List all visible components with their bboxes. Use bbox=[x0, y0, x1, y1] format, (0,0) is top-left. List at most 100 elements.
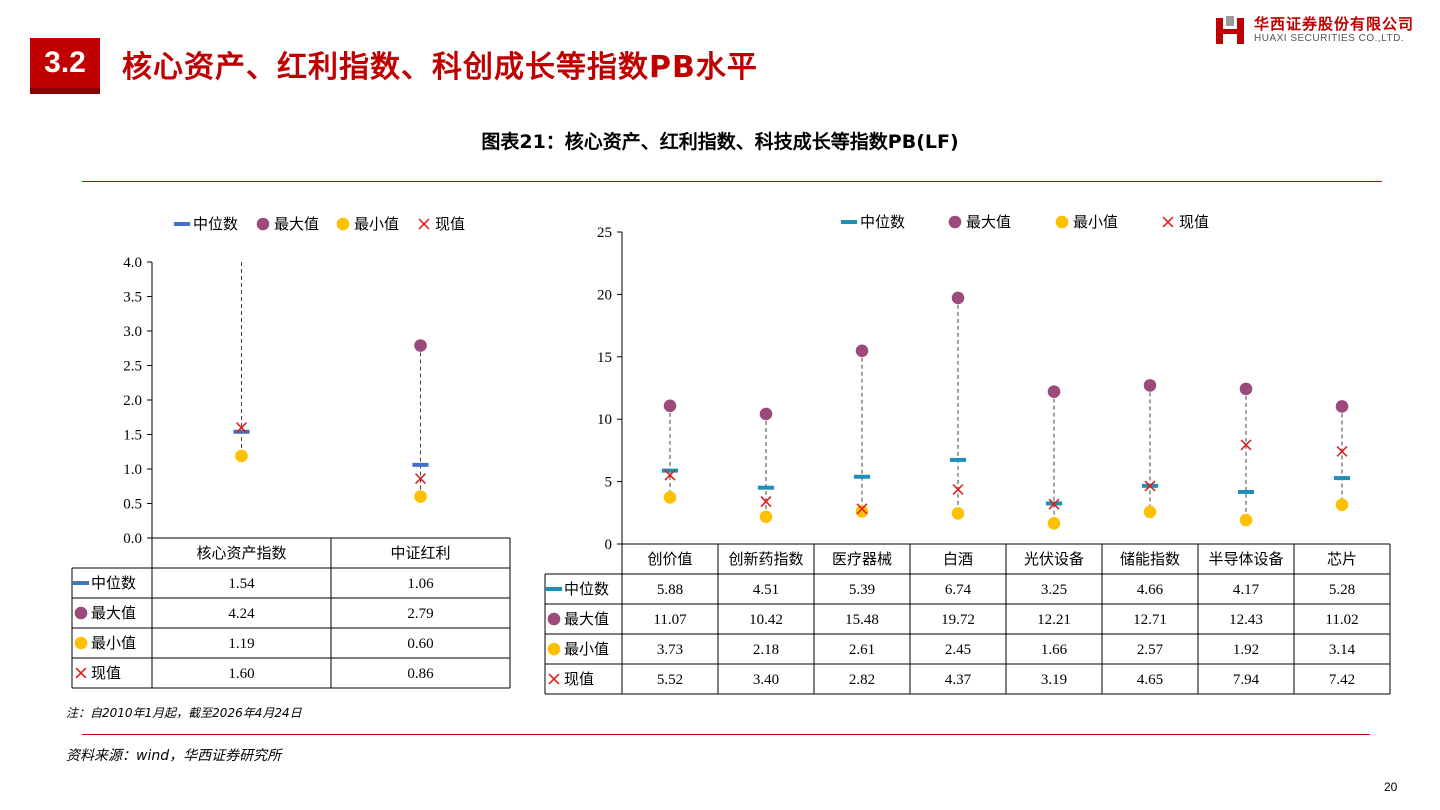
huaxi-logo-icon bbox=[1216, 16, 1244, 44]
table-row-max-marker bbox=[547, 612, 561, 626]
point-current bbox=[1048, 498, 1060, 510]
table-cell-value: 11.02 bbox=[1325, 612, 1358, 628]
table-row-median-marker bbox=[545, 587, 563, 591]
x-category-label: 创价值 bbox=[647, 550, 692, 568]
table-cell-value: 7.94 bbox=[1233, 672, 1260, 688]
legend-current-label: 现值 bbox=[1179, 213, 1209, 231]
y-tick-label: 3.5 bbox=[123, 290, 142, 306]
point-median bbox=[661, 468, 679, 473]
bottom-divider bbox=[82, 734, 1370, 735]
point-max bbox=[1335, 400, 1349, 413]
table-row-min-marker bbox=[547, 642, 561, 656]
table-cell-value: 4.66 bbox=[1137, 582, 1164, 598]
y-tick-label: 5 bbox=[605, 475, 613, 491]
y-tick-label: 0.0 bbox=[123, 531, 142, 547]
point-current bbox=[1336, 445, 1348, 457]
legend-median-marker bbox=[840, 220, 858, 224]
legend-max-marker bbox=[948, 215, 962, 229]
y-tick-label: 1.0 bbox=[123, 462, 142, 478]
table-row-label: 现值 bbox=[564, 670, 594, 688]
point-min bbox=[1335, 498, 1349, 512]
legend-max-label: 最大值 bbox=[274, 215, 319, 233]
y-tick-label: 2.0 bbox=[123, 393, 142, 409]
point-min bbox=[1143, 505, 1157, 519]
logo-company-name-en: HUAXI SECURITIES CO.,LTD. bbox=[1254, 33, 1405, 44]
data-source: 资料来源：wind，华西证券研究所 bbox=[66, 748, 282, 764]
chart-legend: 中位数 最大值 最小值 现值 bbox=[840, 213, 1209, 231]
y-tick-label: 0 bbox=[605, 537, 613, 553]
table-cell-value: 19.72 bbox=[941, 612, 975, 628]
table-cell-value: 5.28 bbox=[1329, 582, 1355, 598]
table-cell-value: 7.42 bbox=[1329, 672, 1355, 688]
left-chart: 中位数 最大值 最小值 现值0.00.51.01.52.02.53.03.54.0核心… bbox=[71, 215, 511, 689]
chart-legend: 中位数 最大值 最小值 现值 bbox=[173, 215, 465, 233]
right-chart: 中位数 最大值 最小值 现值0510152025创价值 创新药指数 医疗器械 白酒 光伏设备储… bbox=[544, 213, 1391, 695]
point-median bbox=[1237, 489, 1255, 494]
legend-min-marker bbox=[1055, 215, 1069, 229]
x-category-label: 医疗器械 bbox=[832, 550, 892, 568]
point-max bbox=[951, 291, 965, 305]
legend-min-label: 最小值 bbox=[1073, 213, 1118, 231]
table-cell-value: 12.71 bbox=[1133, 612, 1167, 628]
point-min bbox=[235, 449, 248, 463]
table-cell-value: 4.65 bbox=[1137, 672, 1163, 688]
point-current bbox=[760, 496, 772, 508]
table-row-label: 现值 bbox=[91, 664, 121, 682]
point-max bbox=[1143, 379, 1157, 392]
table-cell-value: 12.21 bbox=[1037, 612, 1071, 628]
table-cell-value: 0.86 bbox=[407, 666, 434, 682]
table-cell-value: 1.06 bbox=[407, 576, 434, 592]
table-cell-value: 2.45 bbox=[945, 642, 971, 658]
table-row-median-marker bbox=[72, 581, 90, 585]
table-cell-value: 1.54 bbox=[228, 576, 255, 592]
point-max bbox=[1047, 385, 1061, 398]
point-current bbox=[952, 483, 964, 495]
table-row-max-marker bbox=[74, 606, 88, 620]
y-tick-label: 25 bbox=[597, 225, 612, 241]
table-cell-value: 2.82 bbox=[849, 672, 875, 688]
table-cell-value: 3.14 bbox=[1329, 642, 1356, 658]
table-cell-value: 11.07 bbox=[653, 612, 687, 628]
point-max bbox=[1239, 382, 1253, 396]
legend-current-label: 现值 bbox=[435, 215, 465, 233]
table-cell-value: 3.25 bbox=[1041, 582, 1067, 598]
point-median bbox=[1333, 476, 1351, 481]
table-cell-value: 15.48 bbox=[845, 612, 879, 628]
legend-min-label: 最小值 bbox=[354, 215, 399, 233]
table-cell-value: 6.74 bbox=[945, 582, 972, 598]
y-tick-label: 3.0 bbox=[123, 324, 142, 340]
table-cell-value: 3.19 bbox=[1041, 672, 1067, 688]
point-median bbox=[853, 474, 871, 479]
table-cell-value: 5.88 bbox=[657, 582, 683, 598]
x-category-label: 核心资产指数 bbox=[196, 544, 286, 562]
table-row-label: 最大值 bbox=[564, 610, 609, 628]
x-category-label: 光伏设备 bbox=[1024, 550, 1084, 568]
table-cell-value: 3.73 bbox=[657, 642, 683, 658]
table-cell-value: 5.39 bbox=[849, 582, 875, 598]
legend-current-marker bbox=[1162, 216, 1174, 228]
y-tick-label: 15 bbox=[597, 350, 612, 366]
chart-title: 图表21：核心资产、红利指数、科技成长等指数PB(LF) bbox=[481, 131, 959, 153]
y-tick-label: 1.5 bbox=[123, 428, 142, 444]
y-tick-label: 0.5 bbox=[123, 497, 142, 513]
table-cell-value: 2.57 bbox=[1137, 642, 1164, 658]
table-cell-value: 3.40 bbox=[753, 672, 779, 688]
company-logo: 华西证券股份有限公司 HUAXI SECURITIES CO.,LTD. bbox=[1214, 12, 1429, 48]
legend-median-label: 中位数 bbox=[193, 215, 238, 233]
table-cell-value: 1.19 bbox=[228, 636, 254, 652]
point-current bbox=[414, 473, 427, 485]
x-category-label: 芯片 bbox=[1327, 550, 1357, 568]
legend-median-marker bbox=[173, 222, 191, 226]
table-cell-value: 4.51 bbox=[753, 582, 779, 598]
point-max bbox=[663, 399, 677, 413]
x-category-label: 创新药指数 bbox=[728, 550, 803, 568]
point-min bbox=[1239, 513, 1253, 527]
section-number-badge: 3.2 bbox=[30, 38, 100, 94]
y-tick-label: 10 bbox=[597, 412, 612, 428]
point-current bbox=[1144, 480, 1156, 492]
point-min bbox=[759, 510, 773, 524]
x-category-label: 半导体设备 bbox=[1208, 550, 1283, 568]
point-current bbox=[664, 469, 676, 481]
